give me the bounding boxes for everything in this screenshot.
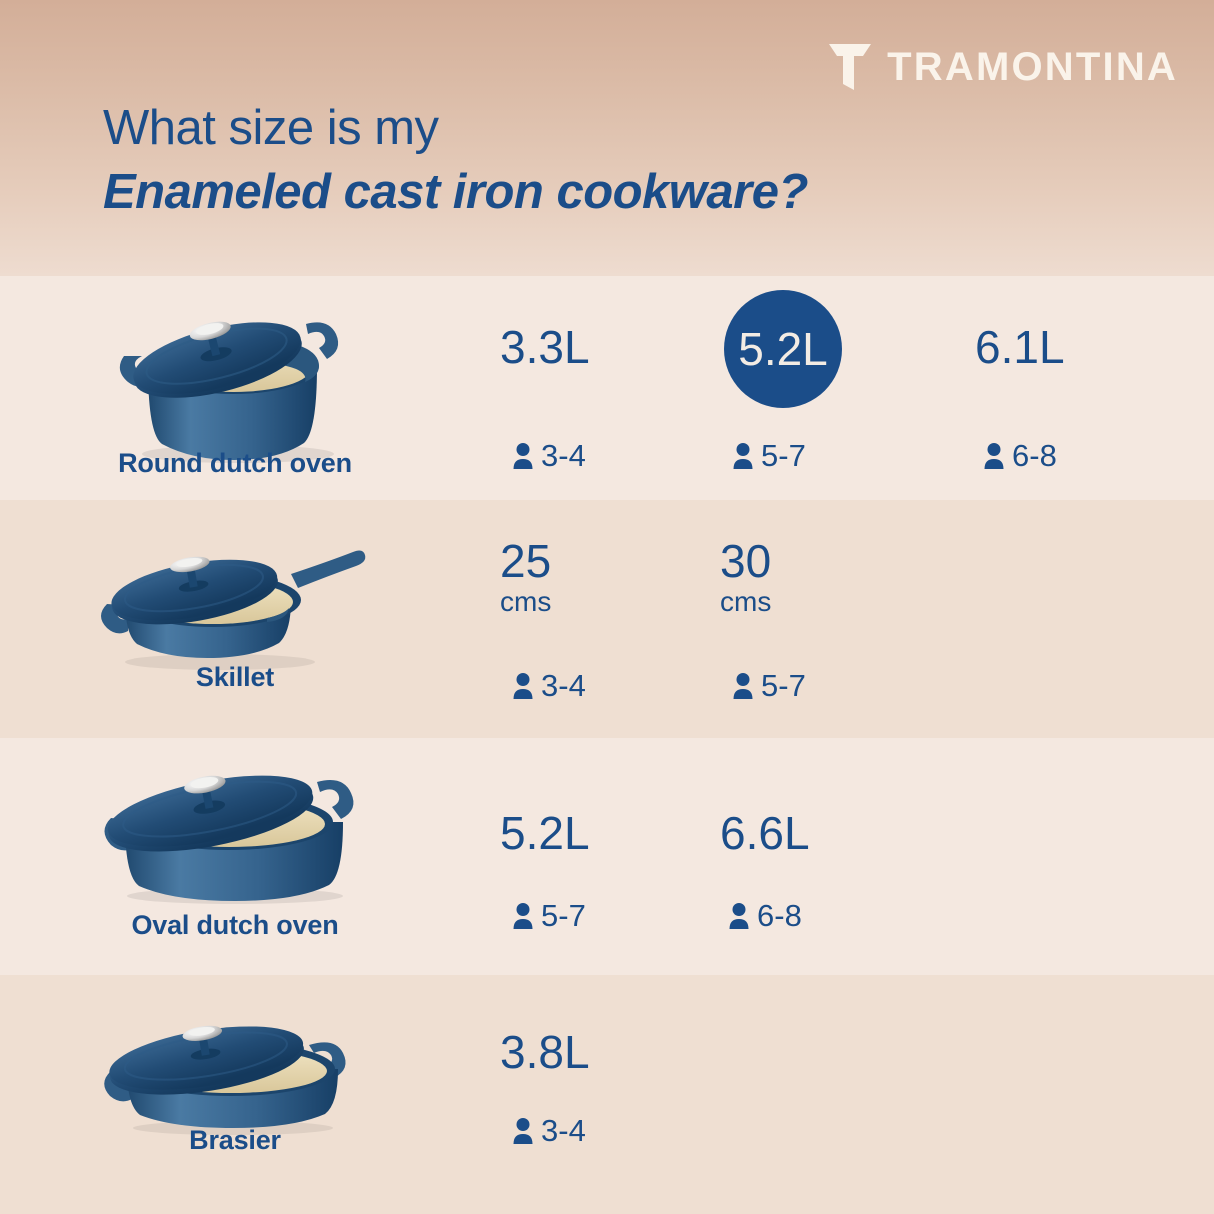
size-number: 5.2L: [500, 807, 590, 859]
size-value: 3.3L: [500, 324, 720, 370]
size-option[interactable]: 3.8L 3-4: [500, 975, 720, 1214]
product-cell[interactable]: Oval dutch oven: [0, 738, 470, 975]
size-value: 5.2L: [500, 810, 720, 856]
serves-count: 3-4: [541, 668, 586, 703]
serves-indicator: 6-8: [983, 440, 1057, 471]
serves-count: 6-8: [757, 898, 802, 933]
product-cell[interactable]: Brasier: [0, 975, 470, 1214]
person-icon: [733, 672, 753, 699]
size-option[interactable]: 6.6L 6-8: [720, 738, 940, 975]
product-label: Skillet: [195, 662, 275, 692]
brand-name: TRAMONTINA: [887, 45, 1178, 89]
size-number: 6.1L: [975, 321, 1065, 373]
person-icon: [729, 902, 749, 929]
product-row: Brasier 3.8L 3-4: [0, 975, 1214, 1214]
serves-count: 6-8: [1012, 438, 1057, 473]
serves-indicator: 5-7: [512, 900, 586, 931]
size-number: 25: [500, 535, 552, 587]
product-image-round-dutch-oven: [110, 284, 360, 469]
size-unit: cms: [720, 586, 772, 617]
highlighted-size-value[interactable]: 5.2L: [724, 290, 842, 408]
size-number: 3.8L: [500, 1026, 590, 1078]
page-title: What size is my Enameled cast iron cookw…: [103, 100, 808, 222]
serves-indicator: 6-8: [728, 900, 802, 931]
product-label: Brasier: [189, 1125, 281, 1155]
product-image-skillet: [95, 522, 375, 677]
size-number: 30: [720, 535, 772, 587]
product-cell[interactable]: Skillet: [0, 500, 470, 738]
serves-count: 5-7: [761, 668, 806, 703]
size-value: 30 cms: [720, 538, 940, 618]
title-line-1: What size is my: [103, 101, 439, 155]
person-icon: [984, 442, 1004, 469]
product-row: Round dutch oven 3.3L 3-4 5.2L 5-7 6.1L 6-8: [0, 276, 1214, 500]
product-image-oval-dutch-oven: [95, 746, 375, 911]
size-number: 6.6L: [720, 807, 810, 859]
size-option[interactable]: 6.1L 6-8: [975, 276, 1195, 500]
serves-count: 3-4: [541, 1113, 586, 1148]
serves-count: 5-7: [541, 898, 586, 933]
tramontina-t-icon: [829, 44, 872, 90]
serves-indicator: 5-7: [732, 440, 806, 471]
product-image-brasier: [95, 997, 375, 1142]
serves-count: 3-4: [541, 438, 586, 473]
size-value: 6.6L: [720, 810, 940, 856]
size-option[interactable]: 25 cms 3-4: [500, 500, 720, 738]
serves-indicator: 3-4: [512, 670, 586, 701]
person-icon: [513, 1117, 533, 1144]
person-icon: [513, 442, 533, 469]
size-unit: cms: [500, 586, 552, 617]
page-header: TRAMONTINA What size is my Enameled cast…: [0, 0, 1214, 276]
product-label: Round dutch oven: [118, 448, 352, 478]
product-row: Skillet 25 cms 3-4 30 cms 5-7: [0, 500, 1214, 738]
serves-indicator: 3-4: [512, 440, 586, 471]
person-icon: [513, 902, 533, 929]
product-cell[interactable]: Round dutch oven: [0, 276, 470, 500]
brand-logo: TRAMONTINA: [827, 42, 1178, 92]
size-number: 3.3L: [500, 321, 590, 373]
serves-indicator: 5-7: [732, 670, 806, 701]
size-value: 6.1L: [975, 324, 1195, 370]
size-option[interactable]: 3.3L 3-4: [500, 276, 720, 500]
person-icon: [733, 442, 753, 469]
size-option[interactable]: 5.2L 5-7: [720, 276, 940, 500]
size-option[interactable]: 5.2L 5-7: [500, 738, 720, 975]
product-row: Oval dutch oven 5.2L 5-7 6.6L 6-8: [0, 738, 1214, 975]
serves-count: 5-7: [761, 438, 806, 473]
size-value: 25 cms: [500, 538, 720, 618]
size-value: 3.8L: [500, 1029, 720, 1075]
person-icon: [513, 672, 533, 699]
size-option[interactable]: 30 cms 5-7: [720, 500, 940, 738]
title-line-2: Enameled cast iron cookware?: [103, 164, 808, 219]
product-label: Oval dutch oven: [131, 910, 339, 940]
serves-indicator: 3-4: [512, 1115, 586, 1146]
